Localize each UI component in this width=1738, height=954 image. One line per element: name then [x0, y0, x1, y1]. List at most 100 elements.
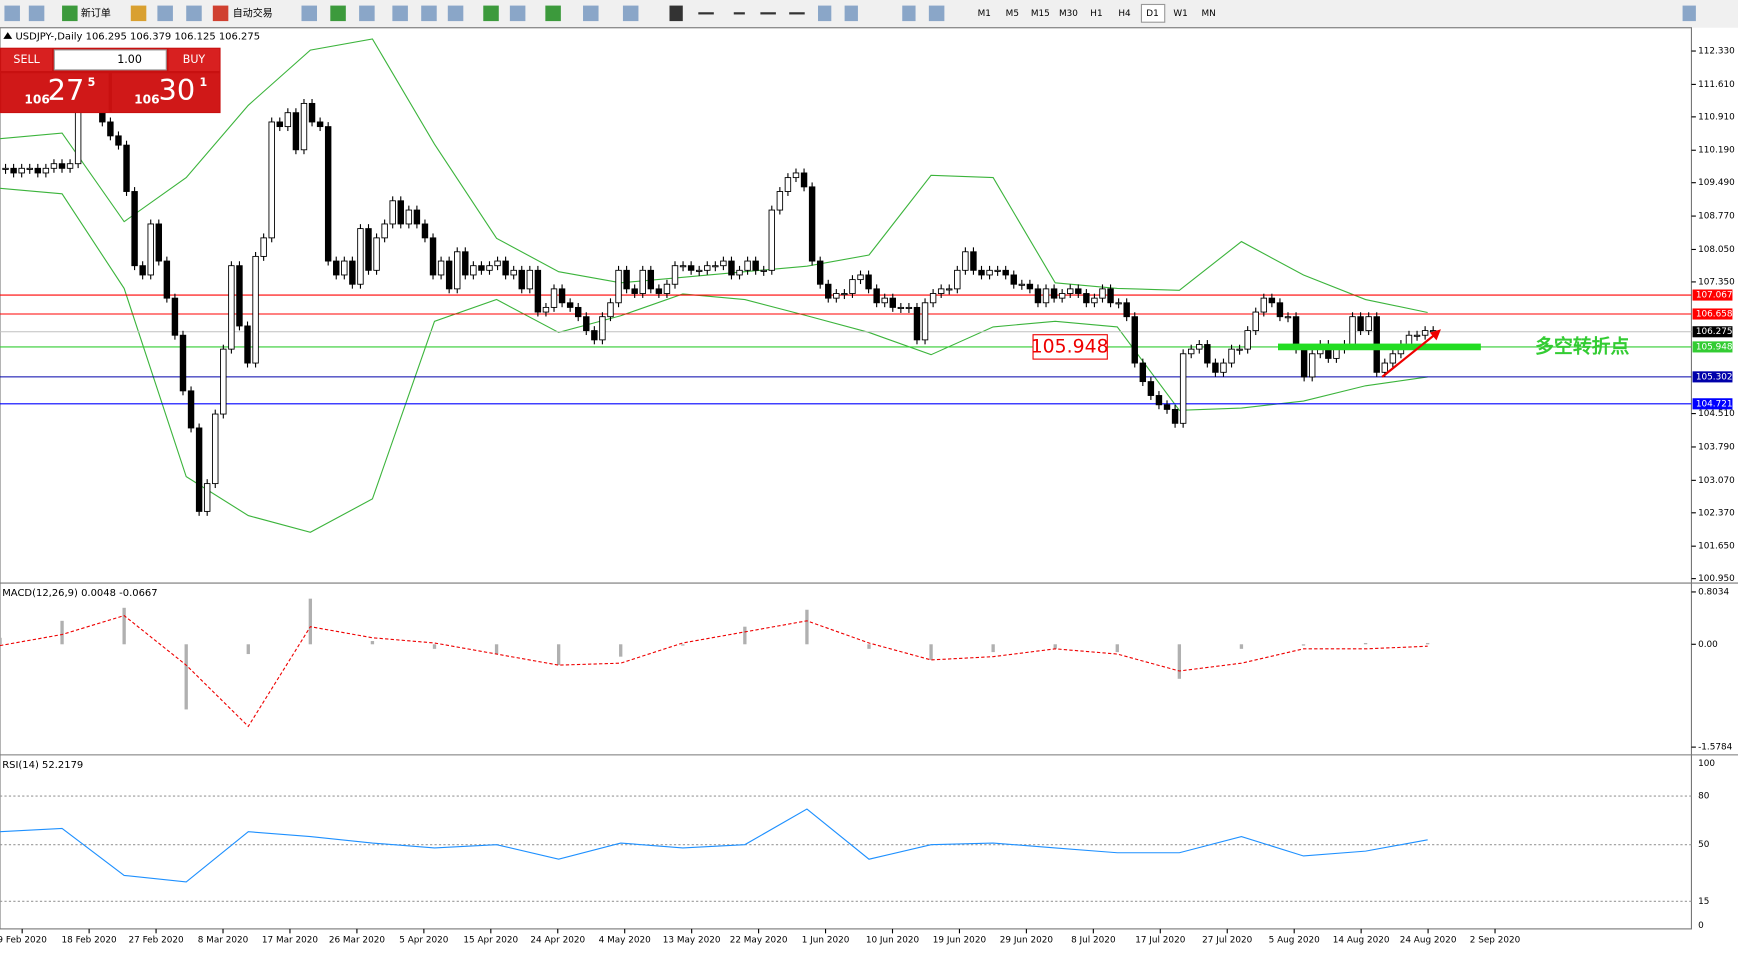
sell-button[interactable] [1, 48, 53, 71]
timeframe-button[interactable]: M30 [1059, 9, 1078, 19]
candle [1268, 297, 1276, 304]
candle [228, 265, 235, 350]
candle [18, 167, 25, 174]
x-tick-label: 29 Jun 2020 [1000, 935, 1054, 945]
candle [357, 228, 364, 285]
one-click-trading: SELL 1.00 BUY 106 27 5 106 30 1 [0, 47, 221, 114]
candle [962, 251, 969, 271]
candle [768, 209, 776, 271]
annotation-price: 105.948 [1031, 336, 1109, 357]
candle [1276, 302, 1284, 318]
candle [1107, 288, 1114, 304]
candle [58, 163, 66, 169]
toolbar [0, 0, 1738, 28]
x-tick-label: 15 Apr 2020 [463, 935, 518, 945]
candle [1252, 311, 1259, 332]
x-tick-label: 5 Apr 2020 [399, 935, 449, 945]
candle [631, 288, 638, 294]
x-tick-label: 5 Aug 2020 [1269, 935, 1320, 945]
level-label-bg [1692, 308, 1733, 320]
collapse-icon[interactable] [3, 32, 13, 39]
buy-button[interactable] [168, 48, 220, 71]
bollinger-lower [0, 187, 1428, 533]
buy-label: BUY [183, 53, 206, 66]
x-tick-label: 27 Feb 2020 [128, 935, 184, 945]
candle [663, 283, 671, 294]
candle [1300, 348, 1308, 378]
auto-trading-button[interactable]: 自动交易 [233, 6, 273, 19]
candle [704, 265, 711, 271]
candle [1147, 381, 1155, 396]
candle [542, 306, 550, 313]
candle [744, 260, 751, 271]
candle [695, 269, 703, 272]
candle [881, 297, 888, 304]
annotation-box [1032, 334, 1108, 360]
y-tick-label: 104.510 [1698, 409, 1735, 419]
candle [1349, 316, 1356, 345]
candle [873, 288, 880, 304]
candle [454, 251, 461, 290]
ask-sup: 1 [200, 76, 208, 89]
candle [324, 126, 332, 262]
candle [615, 269, 622, 304]
timeframe-active [1140, 3, 1166, 23]
timeframe-button[interactable]: H4 [1118, 9, 1131, 19]
candle [550, 288, 558, 308]
candle [389, 200, 396, 225]
new-order-button[interactable]: 新订单 [81, 6, 111, 19]
level-label-bg [1692, 341, 1733, 353]
candle [381, 223, 388, 239]
candle [558, 288, 566, 304]
timeframe-button[interactable]: M15 [1031, 9, 1050, 19]
candle [486, 265, 493, 271]
macd-bar [929, 644, 933, 660]
candle [1058, 293, 1066, 299]
candle [1204, 344, 1211, 364]
candle [583, 316, 590, 332]
candle [1413, 334, 1421, 337]
candle [349, 260, 356, 285]
x-tick-label: 4 May 2020 [599, 935, 651, 945]
level-label-bg [1692, 371, 1733, 383]
candle [1123, 302, 1130, 318]
candle [736, 269, 743, 276]
timeframe-button[interactable]: H1 [1090, 9, 1102, 19]
y-tick-label: 110.190 [1698, 146, 1735, 156]
candle [1381, 362, 1389, 373]
timeframe-button[interactable]: M1 [978, 9, 991, 19]
candle [155, 223, 163, 262]
candle [1131, 316, 1138, 364]
y-tick-label: 0.00 [1698, 640, 1718, 650]
annotation-text: 多空转折点 [1535, 334, 1629, 357]
macd-label: MACD(12,26,9) 0.0048 -0.0667 [2, 588, 157, 599]
candle [808, 186, 816, 262]
timeframe-button[interactable]: M5 [1006, 9, 1019, 19]
y-tick-label: 80 [1698, 792, 1710, 802]
y-tick-label: 50 [1698, 840, 1710, 850]
candle [994, 269, 1001, 272]
candle [1075, 288, 1082, 294]
y-tick-label: 107.350 [1698, 277, 1735, 287]
candle [792, 172, 800, 179]
x-tick-label: 17 Mar 2020 [262, 935, 319, 945]
level-label-bg [1692, 398, 1733, 410]
candle [816, 260, 824, 285]
timeframe-button[interactable]: D1 [1146, 9, 1158, 19]
toolbar-icons [4, 5, 1696, 22]
candle [970, 251, 977, 271]
candle [857, 274, 864, 281]
timeframe-button[interactable]: W1 [1173, 9, 1187, 19]
trend-arrow [1381, 330, 1440, 378]
y-tick-label: 102.370 [1698, 508, 1735, 518]
timeframe-button[interactable]: MN [1201, 9, 1215, 19]
level-label-bg [1692, 289, 1733, 301]
rsi-line [0, 808, 1428, 883]
candle [889, 297, 896, 308]
lots-input[interactable] [53, 49, 167, 71]
y-tick-label: 108.050 [1698, 245, 1735, 255]
candle [1018, 283, 1026, 286]
candle [1365, 316, 1372, 332]
candle [1405, 334, 1413, 345]
